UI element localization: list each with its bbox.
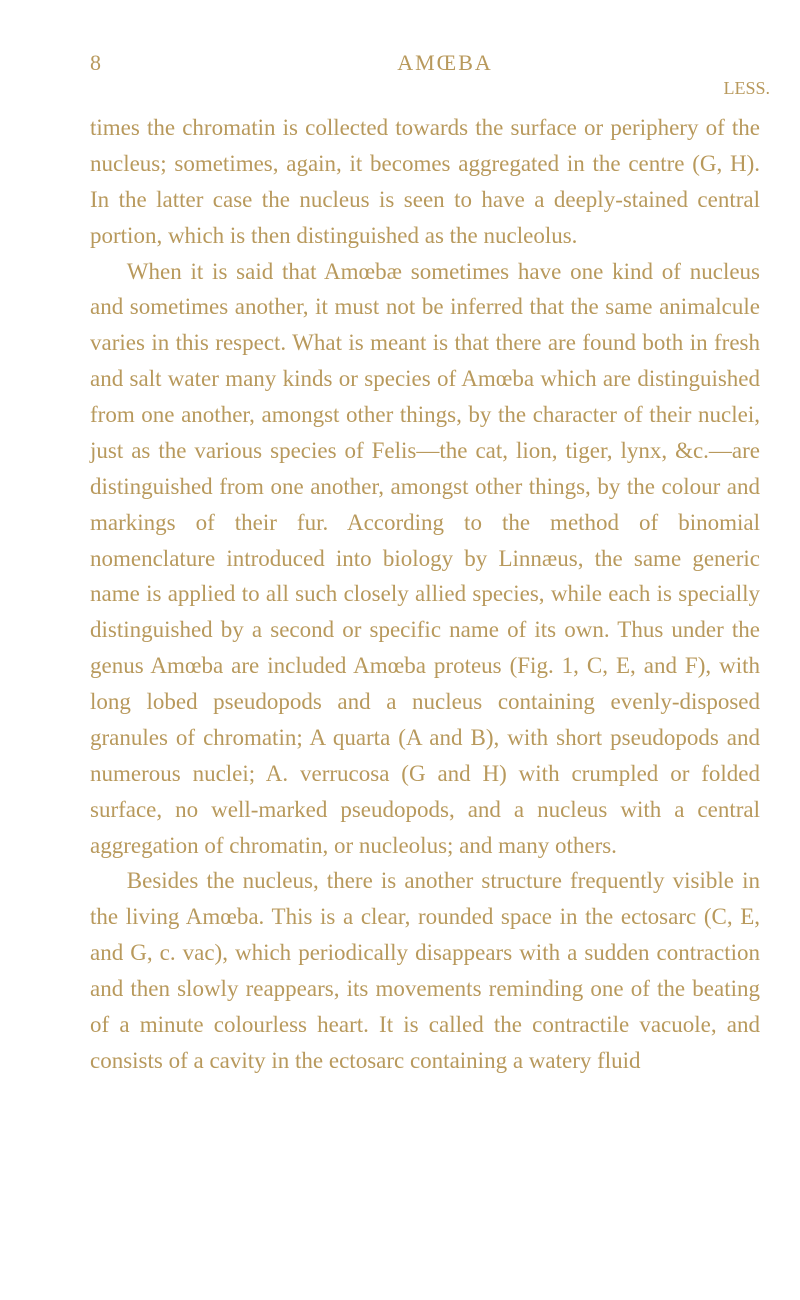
body-text: times the chromatin is collected towards… <box>90 110 760 1079</box>
running-head: AMŒBA <box>150 50 760 76</box>
page: 8 AMŒBA LESS. times the chromatin is col… <box>0 0 800 1300</box>
page-header: 8 AMŒBA <box>90 50 760 76</box>
paragraph-3: Besides the nucleus, there is another st… <box>90 863 760 1078</box>
paragraph-2: When it is said that Amœbæ sometimes hav… <box>90 254 760 864</box>
corner-word: LESS. <box>723 78 770 99</box>
page-number: 8 <box>90 50 150 76</box>
paragraph-1: times the chromatin is collected towards… <box>90 110 760 254</box>
